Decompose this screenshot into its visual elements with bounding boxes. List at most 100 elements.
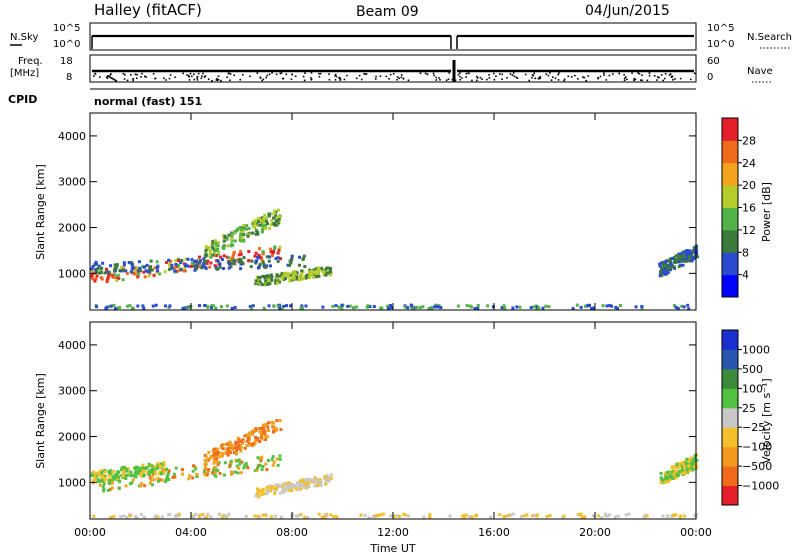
- nave-dot: [433, 74, 435, 77]
- nave-dot: [501, 73, 503, 76]
- data-cell: [488, 515, 492, 519]
- data-cell: [520, 515, 524, 519]
- data-cell: [239, 262, 243, 266]
- data-cell: [207, 468, 211, 472]
- data-cell: [307, 485, 311, 489]
- data-cell: [294, 514, 298, 518]
- data-cell: [143, 275, 147, 279]
- colorbar-swatch: [722, 140, 738, 164]
- data-cell: [359, 513, 363, 517]
- data-cell: [163, 468, 167, 472]
- data-cell: [199, 259, 203, 263]
- data-cell: [257, 281, 261, 285]
- nave-dot: [392, 72, 395, 75]
- nave-dot: [689, 78, 692, 81]
- data-cell: [258, 279, 262, 283]
- data-cell: [195, 264, 199, 268]
- data-cell: [229, 259, 233, 263]
- data-cell: [165, 260, 169, 264]
- colorbar-tick-label: 100: [742, 382, 763, 395]
- data-cell: [668, 268, 672, 272]
- data-cell: [381, 512, 385, 516]
- data-cell: [91, 264, 95, 268]
- data-cell: [186, 257, 190, 261]
- data-cell: [239, 250, 243, 254]
- data-cell: [306, 483, 310, 487]
- nave-dot: [374, 78, 377, 80]
- data-cell: [475, 513, 479, 517]
- nave-dot: [531, 77, 533, 79]
- data-cell: [148, 469, 152, 473]
- data-cell: [230, 261, 234, 265]
- data-cell: [670, 514, 674, 518]
- nave-dot: [285, 73, 288, 76]
- data-cell: [393, 514, 397, 518]
- data-cell: [288, 481, 292, 485]
- data-cell: [225, 237, 229, 241]
- data-cell: [126, 473, 130, 477]
- data-cell: [115, 263, 119, 267]
- data-cell: [122, 261, 126, 265]
- data-cell: [606, 514, 610, 518]
- data-cell: [200, 266, 204, 270]
- nave-dot: [501, 78, 503, 81]
- data-cell: [209, 252, 213, 256]
- data-cell: [191, 469, 195, 473]
- data-cell: [108, 478, 112, 482]
- data-cell: [109, 304, 113, 308]
- nave-dot: [435, 76, 437, 79]
- data-cell: [214, 306, 218, 310]
- data-cell: [688, 254, 692, 258]
- data-cell: [94, 268, 98, 272]
- data-cell: [310, 480, 314, 484]
- data-cell: [162, 461, 166, 465]
- nave-dot: [633, 79, 635, 82]
- data-cell: [660, 481, 664, 485]
- data-cell: [223, 515, 227, 519]
- data-cell: [107, 273, 111, 277]
- data-cell: [245, 224, 249, 228]
- data-cell: [334, 304, 338, 308]
- data-cell: [288, 259, 292, 263]
- data-cell: [220, 454, 224, 458]
- data-cell: [122, 467, 126, 471]
- data-cell: [271, 463, 275, 467]
- data-cell: [306, 477, 310, 481]
- data-cell: [138, 269, 142, 273]
- data-cell: [266, 459, 270, 463]
- nave-dot: [226, 76, 228, 79]
- data-cell: [107, 270, 111, 274]
- data-cell: [318, 478, 322, 482]
- data-cell: [277, 215, 281, 219]
- colorbar-tick-label: −100: [742, 441, 772, 454]
- data-cell: [228, 444, 232, 448]
- data-cell: [219, 255, 223, 259]
- data-cell: [688, 469, 692, 473]
- nave-dot: [439, 78, 441, 81]
- data-cell: [138, 266, 142, 270]
- data-cell: [163, 270, 167, 274]
- data-cell: [150, 467, 154, 471]
- data-cell: [682, 255, 686, 259]
- data-cell: [280, 306, 284, 310]
- nave-dot: [398, 77, 400, 80]
- data-cell: [142, 306, 146, 310]
- data-cell: [146, 270, 150, 274]
- data-cell: [332, 514, 336, 518]
- data-cell: [128, 482, 132, 486]
- velocity-y-label: Slant Range [km]: [34, 373, 47, 469]
- data-cell: [220, 515, 224, 519]
- data-cell: [664, 264, 668, 268]
- x-tick-label: 16:00: [478, 526, 510, 539]
- nave-dots: [93, 72, 696, 82]
- nave-dot: [451, 78, 454, 81]
- data-cell: [238, 238, 242, 242]
- data-cell: [283, 276, 287, 280]
- data-cell: [265, 468, 269, 472]
- data-cell: [264, 226, 268, 230]
- data-cell: [226, 453, 230, 457]
- data-cell: [209, 261, 213, 265]
- data-cell: [108, 474, 112, 478]
- data-cell: [138, 467, 142, 471]
- data-cell: [274, 214, 278, 218]
